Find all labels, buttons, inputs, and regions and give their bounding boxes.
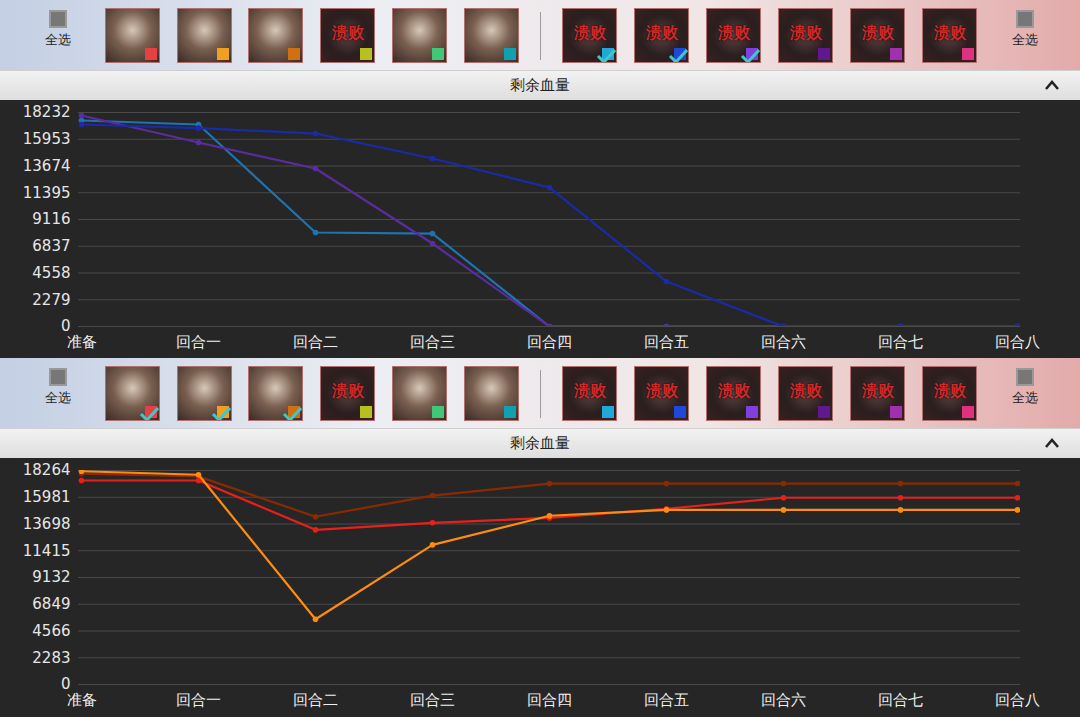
svg-text:回合四: 回合四 bbox=[527, 691, 572, 709]
html-text:溃败: 溃败 bbox=[789, 23, 822, 42]
svg-text:15981: 15981 bbox=[23, 488, 71, 506]
html-text:全选: 全选 bbox=[45, 390, 71, 405]
svg-text:回合六: 回合六 bbox=[761, 333, 806, 351]
svg-text:回合一: 回合一 bbox=[176, 691, 221, 709]
html-text:溃败: 溃败 bbox=[331, 381, 364, 400]
svg-text:回合三: 回合三 bbox=[410, 691, 455, 709]
svg-text:回合三: 回合三 bbox=[410, 333, 455, 351]
svg-text:4566: 4566 bbox=[32, 622, 70, 640]
svg-text:准备: 准备 bbox=[67, 333, 97, 351]
svg-text:11415: 11415 bbox=[23, 542, 71, 560]
svg-text:18264: 18264 bbox=[23, 461, 71, 479]
svg-text:回合八: 回合八 bbox=[995, 333, 1040, 351]
html-text:溃败: 溃败 bbox=[573, 381, 606, 400]
svg-text:13674: 13674 bbox=[23, 157, 71, 175]
svg-text:回合二: 回合二 bbox=[293, 333, 338, 351]
svg-text:4558: 4558 bbox=[32, 264, 70, 282]
svg-text:准备: 准备 bbox=[67, 691, 97, 709]
svg-text:6837: 6837 bbox=[32, 237, 70, 255]
html-text:溃败: 溃败 bbox=[573, 23, 606, 42]
svg-text:11395: 11395 bbox=[23, 184, 71, 202]
svg-text:6849: 6849 bbox=[32, 595, 70, 613]
html-text:溃败: 溃败 bbox=[331, 23, 364, 42]
svg-text:18232: 18232 bbox=[23, 103, 71, 121]
svg-text:回合六: 回合六 bbox=[761, 691, 806, 709]
html-text:全选: 全选 bbox=[1012, 390, 1038, 405]
svg-text:0: 0 bbox=[61, 317, 71, 336]
html-text:溃败: 溃败 bbox=[861, 23, 894, 42]
svg-text:回合五: 回合五 bbox=[644, 333, 689, 351]
html-text:剩余血量: 剩余血量 bbox=[510, 76, 570, 94]
svg-text:9132: 9132 bbox=[32, 568, 70, 586]
html-text:全选: 全选 bbox=[1012, 32, 1038, 47]
svg-text:2279: 2279 bbox=[32, 291, 70, 309]
svg-text:回合七: 回合七 bbox=[878, 333, 923, 351]
svg-text:回合二: 回合二 bbox=[293, 691, 338, 709]
html-text:溃败: 溃败 bbox=[645, 23, 678, 42]
svg-text:回合四: 回合四 bbox=[527, 333, 572, 351]
html-text:溃败: 溃败 bbox=[933, 381, 966, 400]
svg-text:2283: 2283 bbox=[32, 649, 70, 667]
html-text:剩余血量: 剩余血量 bbox=[510, 434, 570, 452]
svg-text:回合七: 回合七 bbox=[878, 691, 923, 709]
svg-text:回合五: 回合五 bbox=[644, 691, 689, 709]
svg-text:13698: 13698 bbox=[23, 515, 71, 533]
svg-text:回合一: 回合一 bbox=[176, 333, 221, 351]
svg-text:回合八: 回合八 bbox=[995, 691, 1040, 709]
html-text:溃败: 溃败 bbox=[789, 381, 822, 400]
svg-text:15953: 15953 bbox=[23, 130, 71, 148]
html-text:溃败: 溃败 bbox=[717, 23, 750, 42]
html-text:溃败: 溃败 bbox=[861, 381, 894, 400]
html-text:溃败: 溃败 bbox=[717, 381, 750, 400]
svg-text:9116: 9116 bbox=[32, 210, 70, 228]
html-text:溃败: 溃败 bbox=[933, 23, 966, 42]
html-text:溃败: 溃败 bbox=[645, 381, 678, 400]
svg-text:0: 0 bbox=[61, 675, 71, 694]
html-text:全选: 全选 bbox=[45, 32, 71, 47]
